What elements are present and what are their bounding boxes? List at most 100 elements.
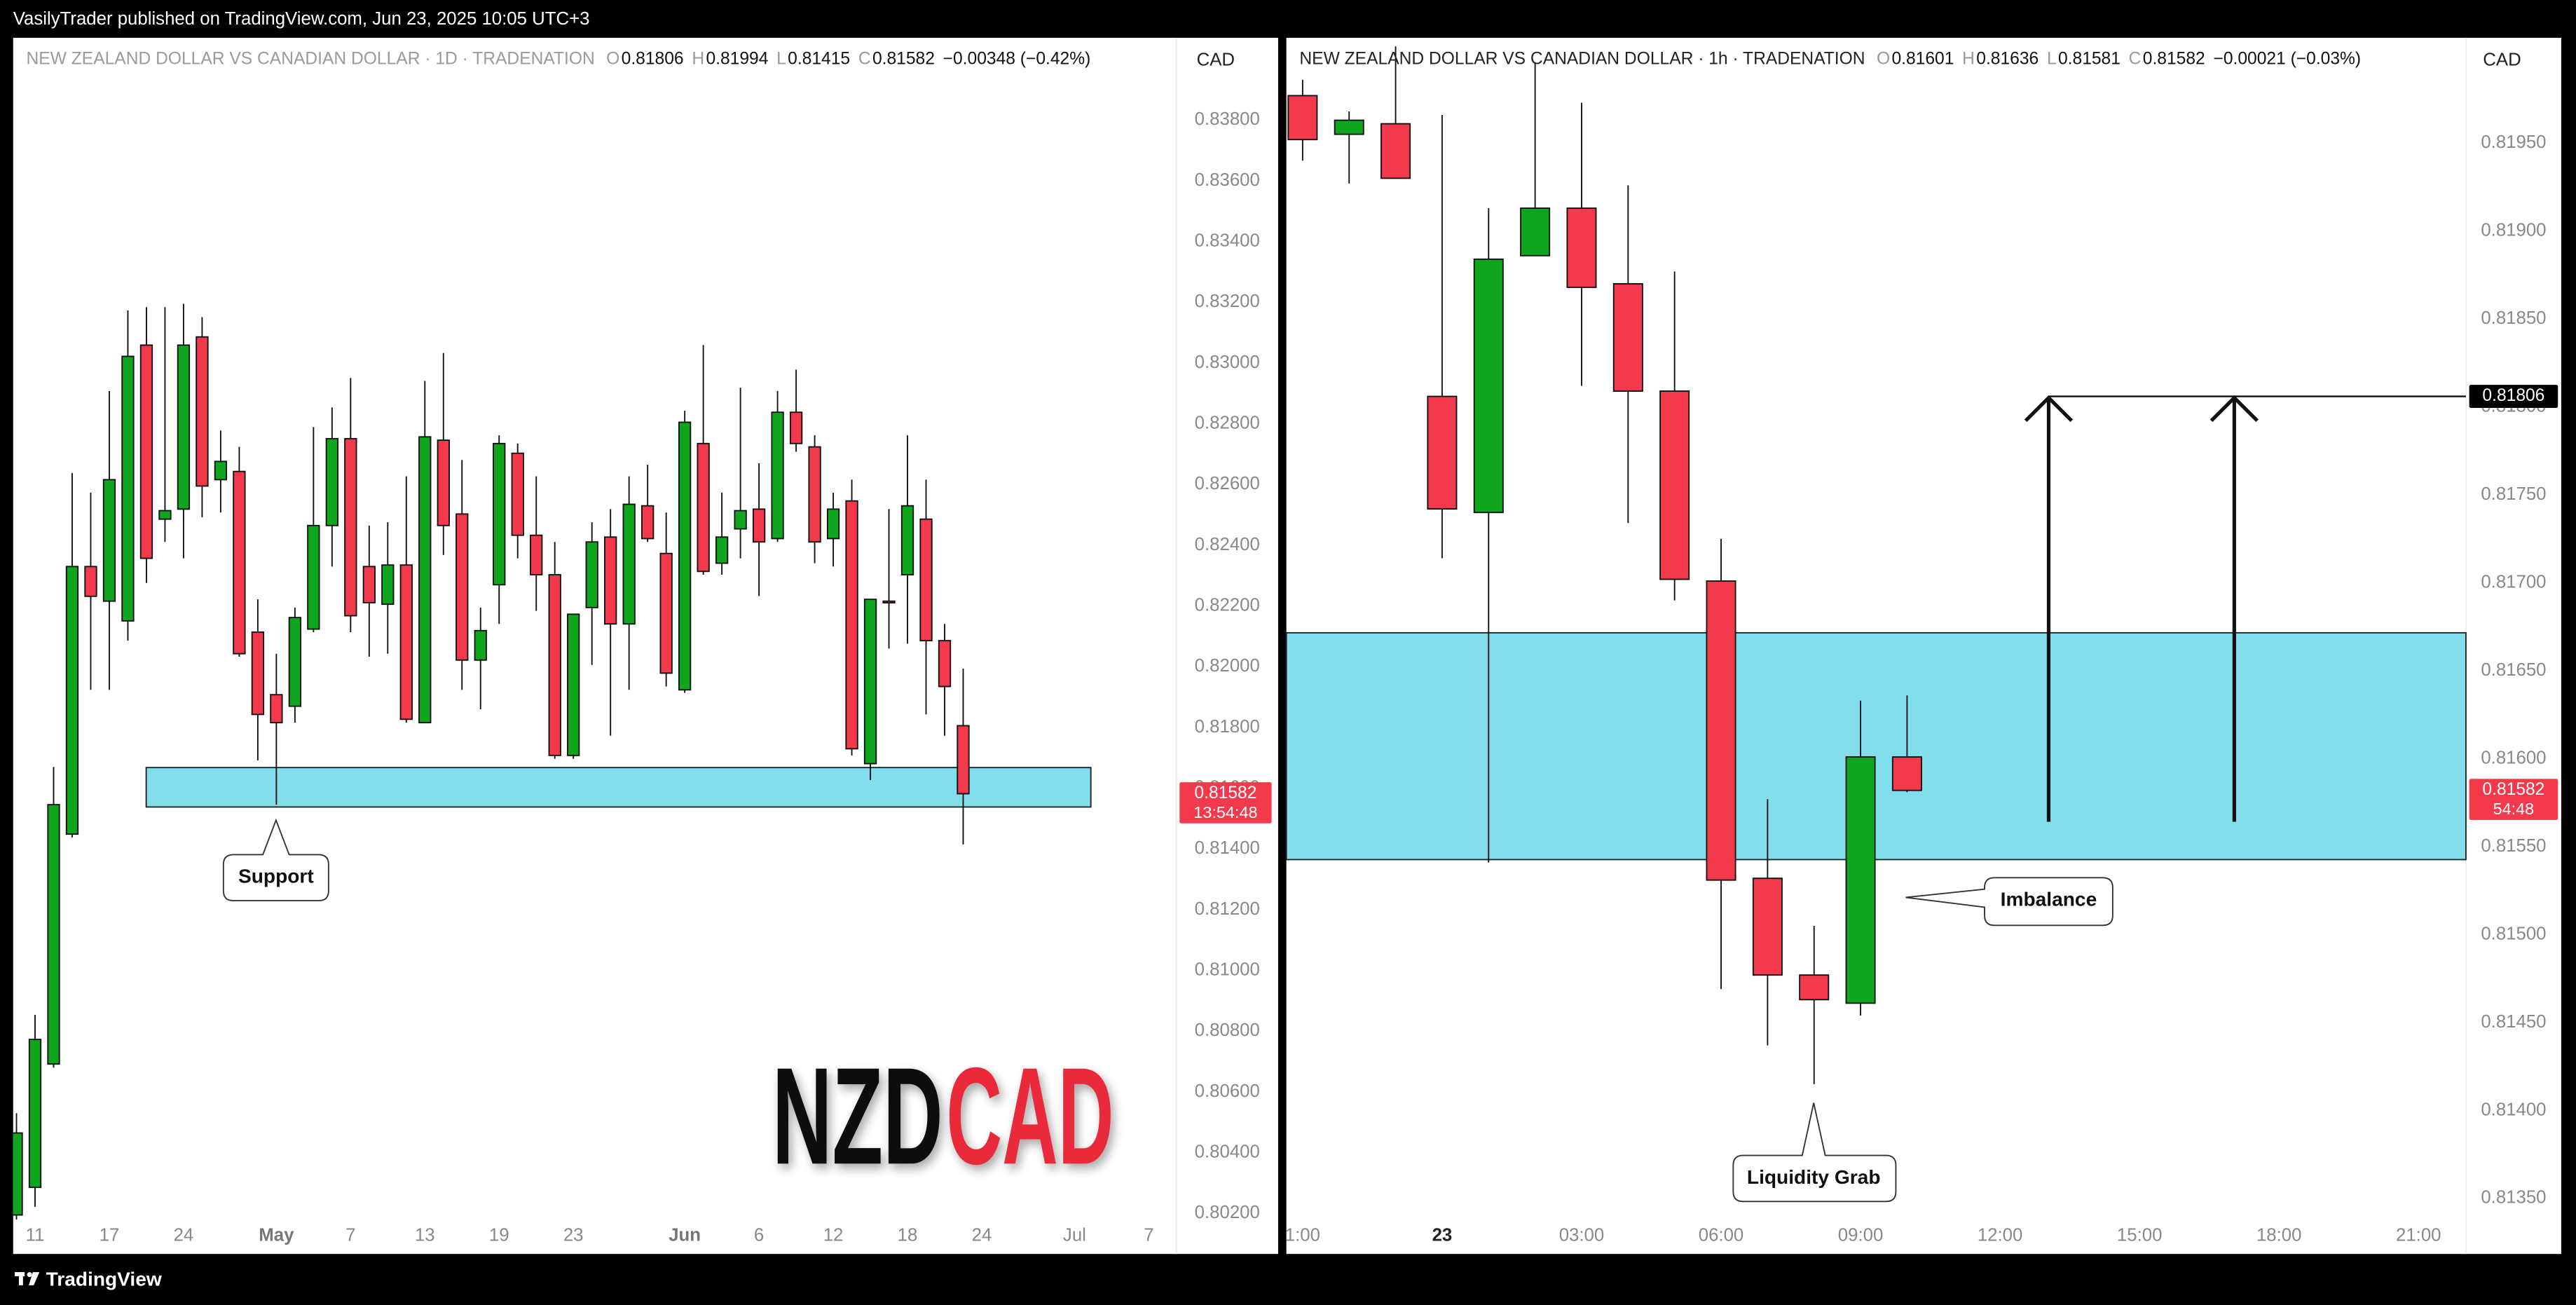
level-label: 0.81806 — [2482, 386, 2544, 405]
x-tick-label: 1:00 — [1285, 1225, 1320, 1245]
liquidity-callout: Liquidity Grab — [1732, 1102, 1897, 1203]
y-tick-label: 0.83000 — [1195, 353, 1260, 372]
price-label: 0.81582 — [2482, 780, 2544, 799]
legend-value: 0.81636 — [1976, 49, 2039, 68]
legend-value: 0.81806 — [622, 49, 684, 68]
logo-mark — [18, 1272, 23, 1285]
watermark: NZD CAD — [772, 1039, 1114, 1193]
callout-box — [222, 818, 329, 902]
candle-body — [437, 439, 450, 526]
chart-title: NEW ZEALAND DOLLAR VS CANADIAN DOLLAR · … — [27, 49, 595, 68]
y-tick-label: 0.80600 — [1195, 1081, 1260, 1101]
candle-body — [659, 552, 673, 674]
candle-body — [900, 505, 914, 575]
x-tick-label: 19 — [489, 1225, 509, 1245]
arrow-head — [2210, 395, 2259, 423]
y-tick-label: 0.81400 — [1195, 838, 1260, 858]
y-tick-label: 0.80200 — [1195, 1203, 1260, 1222]
candle-body — [214, 460, 228, 481]
legend-key: H — [692, 49, 704, 68]
candle-body — [65, 566, 79, 835]
candle-body — [1612, 283, 1643, 392]
candle-body — [548, 574, 561, 756]
x-tick-label: 13 — [415, 1225, 435, 1245]
byline: VasilyTrader published on TradingView.co… — [13, 9, 590, 29]
y-tick-label: 0.81750 — [2481, 484, 2546, 504]
arrows — [2024, 395, 2259, 822]
x-tick-label: 12:00 — [1978, 1225, 2023, 1245]
candle-body — [1891, 756, 1922, 791]
y-tick-label: 0.80800 — [1195, 1020, 1260, 1040]
candle-body — [84, 566, 97, 597]
legend-key: C — [858, 49, 871, 68]
x-tick-label: 6 — [754, 1225, 764, 1245]
legend-key: O — [1877, 49, 1890, 68]
candle-body — [251, 631, 265, 716]
candle-body — [734, 510, 747, 530]
level-label-bg — [2469, 385, 2558, 408]
candle-body — [362, 566, 376, 603]
footer-brand: TradingView — [46, 1268, 162, 1290]
legend-value: 0.81415 — [788, 49, 850, 68]
logo-mark — [29, 1272, 40, 1285]
footer-bar — [0, 1254, 2576, 1305]
candle-body — [882, 600, 896, 604]
candle-body — [1566, 207, 1597, 288]
y-tick-label: 0.81800 — [1195, 717, 1260, 737]
logo-mark — [27, 1272, 32, 1278]
candle-body — [121, 355, 135, 622]
y-tick-label: 0.82800 — [1195, 413, 1260, 432]
candle-body — [845, 500, 858, 750]
currency: CAD — [1197, 50, 1235, 70]
x-tick-label: 7 — [345, 1225, 355, 1245]
imbalance-zone — [1285, 631, 2467, 861]
candle-body — [771, 411, 784, 540]
candle-body — [957, 725, 970, 795]
candle-body — [604, 536, 617, 625]
candle-body — [493, 442, 506, 586]
candle-body — [1520, 207, 1551, 257]
candle-body — [102, 479, 116, 602]
y-tick-label: 0.81700 — [2481, 572, 2546, 592]
legend-key: O — [606, 49, 619, 68]
y-tick-label: 0.83200 — [1195, 292, 1260, 311]
candle-body — [678, 421, 692, 691]
candle-body — [399, 564, 413, 720]
legend-key: L — [776, 49, 786, 68]
legend-value: 0.81582 — [2143, 49, 2205, 68]
y-tick-label: 0.82400 — [1195, 535, 1260, 554]
x-tick-label: 23 — [563, 1225, 584, 1245]
y-tick-label: 0.83400 — [1195, 231, 1260, 250]
y-tick-label: 0.83800 — [1195, 109, 1260, 129]
price-label: 0.81582 — [1194, 784, 1256, 802]
candle-body — [863, 599, 877, 765]
candle-body — [789, 411, 803, 444]
x-tick-label: 06:00 — [1699, 1225, 1744, 1245]
x-tick-label: Jun — [669, 1225, 701, 1245]
y-tick-label: 0.82600 — [1195, 474, 1260, 493]
price-label-bg — [2469, 779, 2558, 820]
candle-body — [158, 510, 172, 520]
legend-change: −0.00348 (−0.42%) — [943, 49, 1091, 68]
overlay: NEW ZEALAND DOLLAR VS CANADIAN DOLLAR · … — [26, 49, 2558, 1245]
legend-key: C — [2129, 49, 2142, 68]
y-tick-label: 0.82200 — [1195, 595, 1260, 615]
candle-body — [47, 804, 60, 1065]
y-tick-label: 0.81450 — [2481, 1012, 2546, 1032]
candle-body — [233, 470, 246, 655]
candle-body — [1845, 756, 1876, 1004]
candle-body — [1799, 974, 1830, 1001]
left-panel — [13, 37, 1278, 1255]
y-tick-label: 0.81550 — [2481, 836, 2546, 856]
callout-text: Support — [238, 866, 314, 887]
callout-text: Imbalance — [2001, 889, 2097, 910]
candle-body — [752, 508, 766, 543]
y-tick-label: 0.83600 — [1195, 170, 1260, 190]
logo-base: NZD — [772, 1039, 943, 1193]
candle-body — [418, 436, 432, 724]
y-tick-label: 0.81500 — [2481, 924, 2546, 943]
x-tick-label: 24 — [972, 1225, 992, 1245]
x-tick-label: 09:00 — [1838, 1225, 1884, 1245]
candle-body — [13, 1132, 23, 1216]
x-tick-label: 7 — [1144, 1225, 1153, 1245]
